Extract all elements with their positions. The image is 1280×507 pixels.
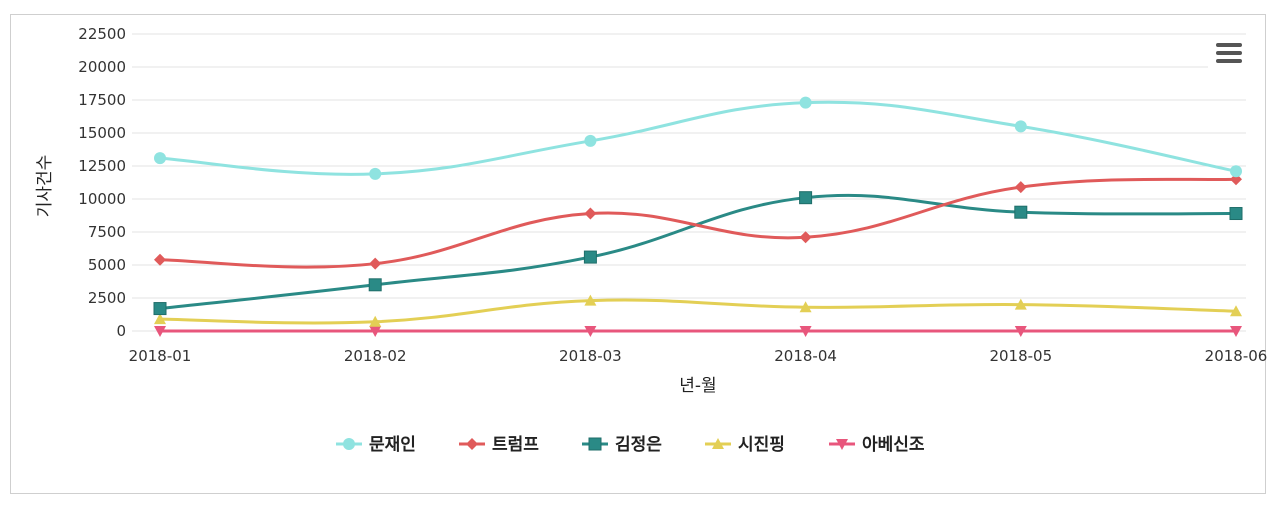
data-point bbox=[369, 326, 382, 337]
legend-item[interactable]: 트럼프 bbox=[459, 435, 539, 455]
data-point bbox=[154, 152, 166, 165]
data-point bbox=[584, 134, 597, 147]
x-tick-label: 2018-06 bbox=[1205, 347, 1268, 365]
series-line bbox=[159, 298, 1237, 325]
data-point bbox=[368, 278, 382, 292]
y-tick-label: 7500 bbox=[88, 223, 126, 241]
data-point bbox=[1230, 326, 1242, 337]
y-tick-label: 22500 bbox=[78, 25, 126, 43]
data-point bbox=[799, 301, 812, 313]
legend-marker bbox=[836, 439, 848, 450]
data-point bbox=[369, 315, 382, 327]
data-point bbox=[1014, 205, 1028, 219]
legend-item[interactable]: 아베신조 bbox=[829, 435, 925, 455]
legend-label: 시진핑 bbox=[738, 435, 785, 455]
y-axis-title: 기사건수 bbox=[35, 155, 55, 218]
series-line bbox=[159, 100, 1237, 176]
hamburger-menu-icon[interactable] bbox=[1208, 36, 1248, 72]
data-point bbox=[1014, 181, 1027, 194]
legend-marker bbox=[466, 438, 478, 450]
data-point bbox=[1229, 207, 1243, 221]
data-point bbox=[1014, 326, 1027, 337]
y-tick-label: 17500 bbox=[78, 91, 126, 109]
legend-item[interactable]: 문재인 bbox=[336, 435, 416, 455]
series-line bbox=[159, 177, 1237, 269]
data-point bbox=[1014, 120, 1027, 133]
legend-marker bbox=[712, 438, 724, 449]
data-point bbox=[584, 207, 597, 220]
x-tick-label: 2018-02 bbox=[344, 347, 407, 365]
data-point bbox=[799, 96, 812, 109]
legend-label: 김정은 bbox=[615, 435, 662, 455]
y-tick-label: 10000 bbox=[78, 190, 126, 208]
series-lines bbox=[159, 100, 1237, 333]
x-axis-ticks: 2018-01 2018-02 2018-03 2018-04 2018-05 2018-… bbox=[129, 347, 1268, 365]
data-point bbox=[1230, 165, 1242, 178]
y-tick-label: 12500 bbox=[78, 157, 126, 175]
data-point bbox=[154, 326, 166, 337]
y-tick-label: 15000 bbox=[78, 124, 126, 142]
legend-label: 트럼프 bbox=[492, 435, 539, 455]
data-point bbox=[154, 253, 166, 266]
x-tick-label: 2018-05 bbox=[989, 347, 1052, 365]
x-tick-label: 2018-04 bbox=[774, 347, 837, 365]
legend-label: 문재인 bbox=[369, 435, 416, 455]
legend-label: 아베신조 bbox=[862, 435, 925, 455]
x-tick-label: 2018-03 bbox=[559, 347, 622, 365]
series-markers bbox=[153, 96, 1243, 337]
legend-item[interactable]: 김정은 bbox=[582, 435, 662, 455]
legend[interactable]: 문재인 트럼프 김정은 시진핑 아베신조 bbox=[336, 435, 925, 455]
data-point bbox=[799, 191, 813, 205]
x-tick-label: 2018-01 bbox=[129, 347, 192, 365]
data-point bbox=[153, 302, 167, 316]
chart-frame bbox=[10, 14, 1266, 494]
data-point bbox=[584, 294, 597, 306]
data-point bbox=[1014, 298, 1027, 310]
data-point bbox=[584, 326, 597, 337]
y-tick-label: 5000 bbox=[88, 256, 126, 274]
data-point bbox=[799, 231, 812, 244]
data-point bbox=[583, 250, 597, 264]
series-line bbox=[159, 193, 1237, 311]
y-tick-label: 20000 bbox=[78, 58, 126, 76]
data-point bbox=[369, 167, 382, 180]
data-point bbox=[799, 326, 812, 337]
x-axis-title: 년-월 bbox=[679, 376, 716, 396]
data-point bbox=[154, 313, 166, 325]
data-point bbox=[1230, 305, 1242, 317]
y-tick-label: 2500 bbox=[88, 289, 126, 307]
y-axis-ticks: 0 2500 5000 7500 10000 12500 15000 17500 20000 22… bbox=[78, 25, 126, 340]
y-tick-label: 0 bbox=[116, 322, 126, 340]
legend-marker bbox=[588, 437, 602, 451]
legend-marker bbox=[343, 438, 355, 450]
legend-item[interactable]: 시진핑 bbox=[705, 435, 785, 455]
data-point bbox=[369, 257, 382, 270]
